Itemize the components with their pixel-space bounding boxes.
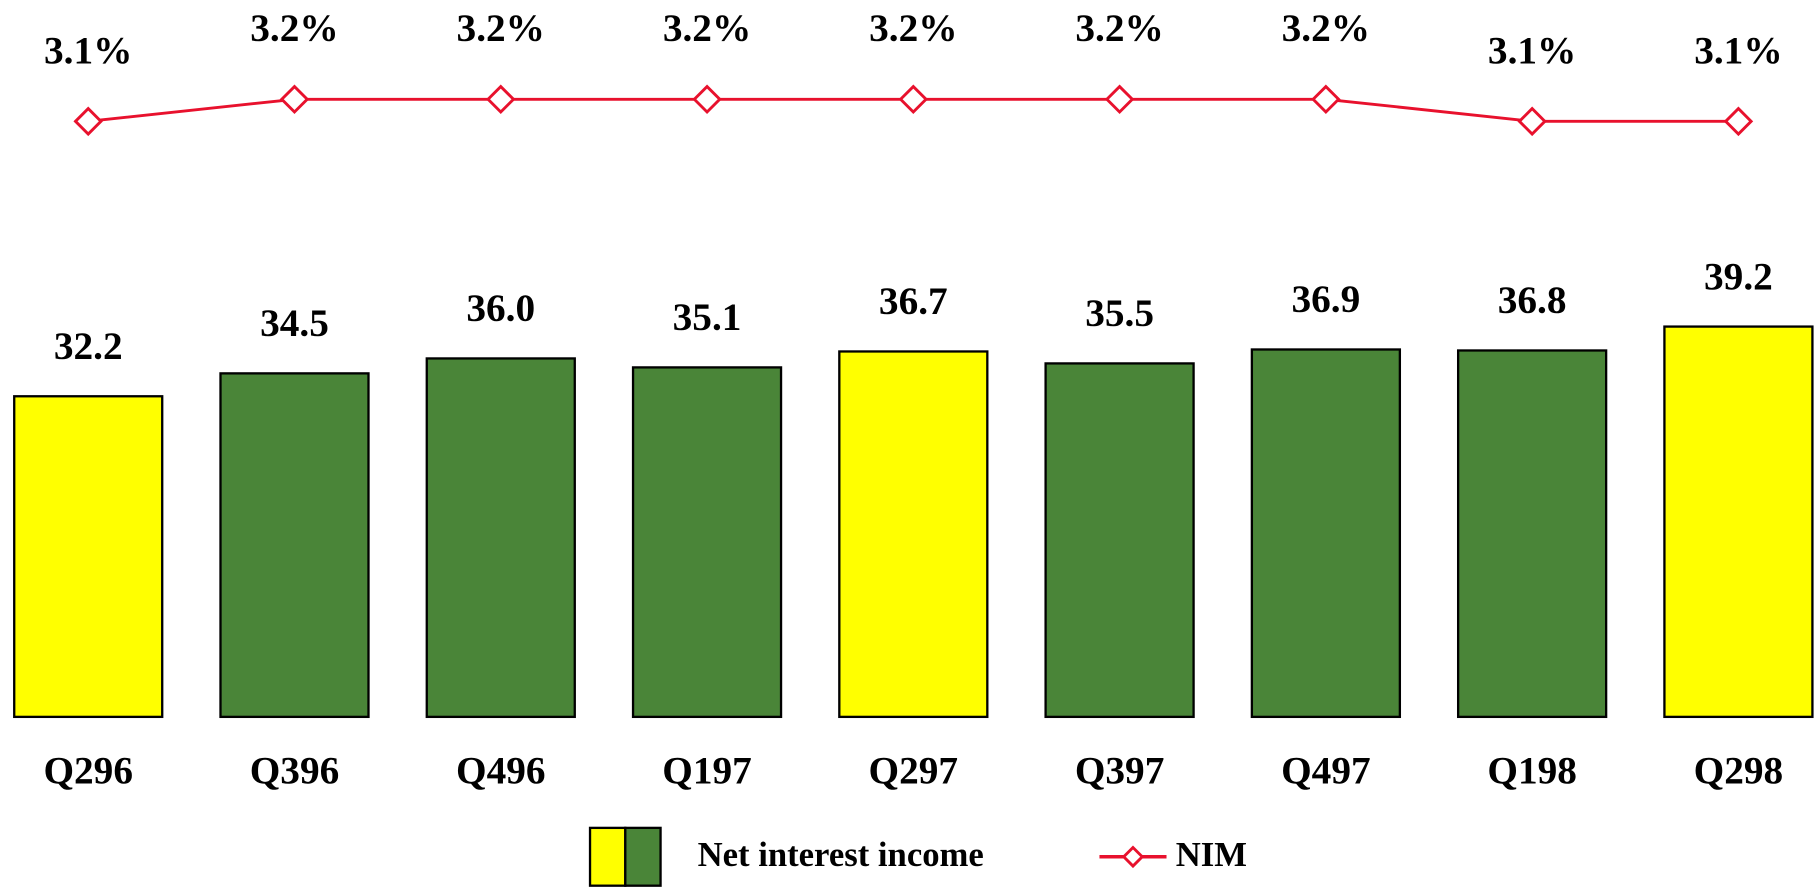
legend-label: Net interest income <box>698 835 984 874</box>
data-label: 3.2% <box>663 6 751 50</box>
legend-swatch <box>588 826 627 887</box>
data-label: 36.0 <box>466 286 535 330</box>
line-marker <box>73 106 103 137</box>
data-label: 36.8 <box>1498 278 1567 322</box>
bar <box>838 350 989 719</box>
line-marker <box>1723 106 1754 137</box>
bar <box>1044 362 1195 719</box>
data-label: 3.2% <box>250 6 338 50</box>
line-marker <box>1104 84 1135 115</box>
x-tick-label: Q296 <box>43 749 133 793</box>
data-label: 36.9 <box>1291 277 1360 321</box>
bar <box>1663 325 1814 719</box>
data-label: 3.1% <box>1694 28 1782 72</box>
legend-swatch <box>624 826 662 887</box>
x-tick-label: Q396 <box>250 749 340 793</box>
x-tick-label: Q298 <box>1694 749 1784 793</box>
x-tick-label: Q496 <box>456 749 546 793</box>
legend-marker <box>1121 845 1145 869</box>
line-marker <box>692 84 722 115</box>
data-label: 3.2% <box>869 6 957 50</box>
legend-label: NIM <box>1176 835 1247 874</box>
data-label: 35.5 <box>1085 291 1154 335</box>
data-label: 3.2% <box>1282 6 1370 50</box>
bar <box>425 357 576 719</box>
data-label: 39.2 <box>1704 254 1773 298</box>
bar <box>219 372 370 719</box>
data-label: 3.2% <box>1075 6 1163 50</box>
data-label: 32.2 <box>54 324 123 368</box>
data-label: 3.1% <box>44 28 132 72</box>
x-tick-label: Q497 <box>1281 749 1371 793</box>
bar <box>1250 348 1402 719</box>
data-label: 35.1 <box>673 295 742 339</box>
data-label: 3.2% <box>457 6 545 50</box>
bar <box>13 395 164 719</box>
x-tick-label: Q297 <box>869 749 959 793</box>
line-marker <box>279 84 310 115</box>
data-label: 34.5 <box>260 301 329 345</box>
line-marker <box>1311 84 1341 115</box>
x-tick-label: Q197 <box>662 749 752 793</box>
x-tick-label: Q397 <box>1075 749 1165 793</box>
data-label: 3.1% <box>1488 28 1576 72</box>
line-marker <box>486 84 516 115</box>
data-label: 36.7 <box>879 279 948 323</box>
x-tick-label: Q198 <box>1487 749 1577 793</box>
bar <box>1456 349 1608 719</box>
line-marker <box>898 84 929 115</box>
line-marker <box>1517 106 1547 137</box>
bar <box>631 366 783 719</box>
